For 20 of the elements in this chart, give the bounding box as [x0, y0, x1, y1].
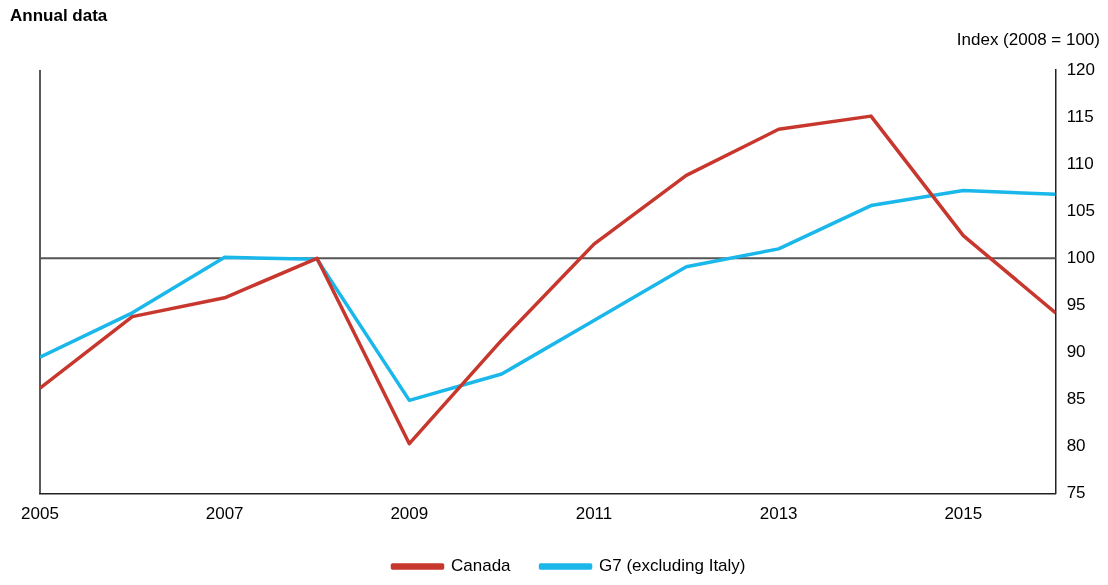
x-tick-label: 2005: [21, 504, 59, 524]
y-tick-label: 75: [1066, 483, 1086, 503]
x-tick-label: 2011: [575, 504, 613, 524]
legend-label: Canada: [451, 556, 512, 576]
y-axis-title: Index (2008 = 100): [956, 30, 1100, 50]
y-tick-label: 85: [1066, 389, 1086, 409]
y-tick-label: 110: [1066, 153, 1094, 173]
x-tick-label: 2015: [944, 504, 983, 524]
legend-label: G7 (excluding Italy): [599, 556, 746, 576]
y-tick-label: 95: [1066, 295, 1086, 315]
y-tick-label: 90: [1066, 342, 1086, 362]
y-tick-label: 115: [1066, 106, 1094, 126]
x-tick-label: 2013: [759, 504, 798, 524]
chart-title: Annual data: [10, 6, 108, 26]
y-tick-label: 100: [1066, 247, 1096, 267]
y-tick-label: 80: [1066, 436, 1086, 456]
x-tick-label: 2007: [205, 504, 244, 524]
x-tick-label: 2009: [390, 504, 429, 524]
y-tick-label: 120: [1066, 59, 1096, 79]
y-tick-label: 105: [1066, 200, 1096, 220]
